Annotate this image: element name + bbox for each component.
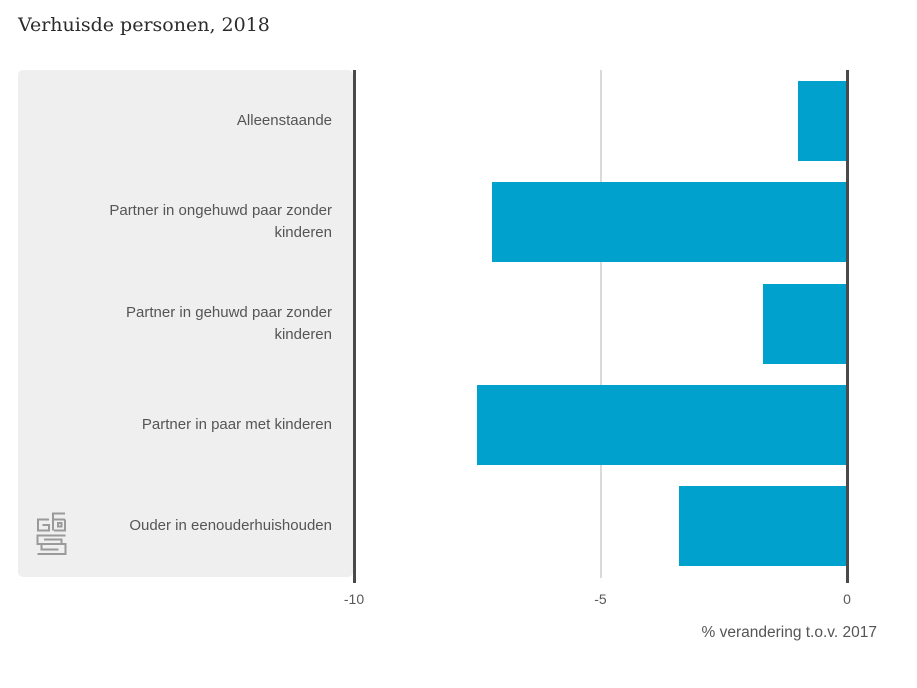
category-label: Partner in paar met kinderen (141, 415, 332, 433)
gridline (599, 70, 602, 578)
x-axis-title: % verandering t.o.v. 2017 (701, 624, 878, 641)
x-tick-label: -5 (594, 591, 607, 607)
bar-3[interactable] (763, 283, 847, 364)
bar-2[interactable] (492, 182, 847, 263)
category-label: Partner in ongehuwd paar zonder kinderen (109, 202, 332, 242)
chart-title: Verhuisde personen, 2018 (18, 14, 270, 36)
axis-line (352, 70, 356, 583)
x-tick-label: 0 (843, 591, 851, 607)
category-label: Alleenstaande (236, 111, 332, 129)
bar-1[interactable] (797, 80, 847, 161)
bar-4[interactable] (477, 384, 847, 465)
x-tick-label: -10 (343, 591, 365, 607)
cbs-logo-icon (36, 512, 67, 561)
plot-area: -10 -5 0 (344, 70, 851, 607)
category-label: Ouder in eenouderhuishouden (129, 517, 332, 535)
axis-line (845, 70, 849, 583)
category-panel: Alleenstaande Partner in ongehuwd paar zo… (18, 70, 353, 577)
category-label: Partner in gehuwd paar zonder kinderen (126, 303, 332, 343)
bar-5[interactable] (679, 486, 847, 567)
